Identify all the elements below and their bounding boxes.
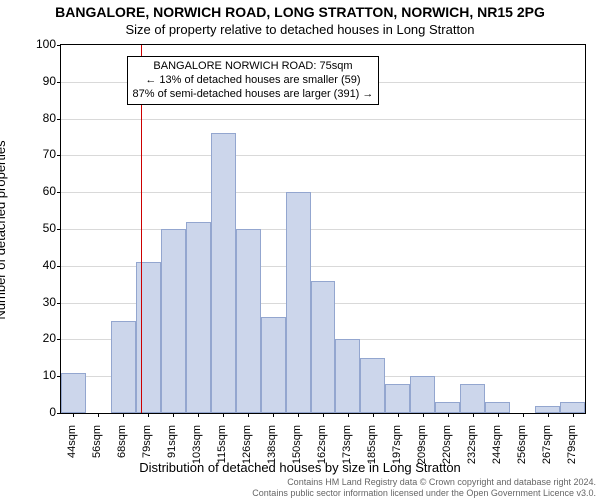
x-tick-label: 79sqm bbox=[141, 425, 153, 485]
y-tick-label: 20 bbox=[6, 331, 56, 345]
x-tick-label: 162sqm bbox=[316, 425, 328, 485]
histogram-bar bbox=[136, 262, 161, 413]
x-tick-mark bbox=[423, 413, 424, 417]
x-tick-mark bbox=[523, 413, 524, 417]
x-tick-mark bbox=[498, 413, 499, 417]
y-tick-mark bbox=[57, 192, 61, 193]
x-tick-label: 173sqm bbox=[341, 425, 353, 485]
y-tick-mark bbox=[57, 155, 61, 156]
histogram-bar bbox=[535, 406, 560, 413]
x-tick-mark bbox=[573, 413, 574, 417]
y-tick-mark bbox=[57, 413, 61, 414]
x-tick-mark bbox=[398, 413, 399, 417]
chart-root: BANGALORE, NORWICH ROAD, LONG STRATTON, … bbox=[0, 0, 600, 500]
x-tick-label: 115sqm bbox=[216, 425, 228, 485]
footer-line-2: Contains public sector information licen… bbox=[0, 488, 596, 498]
y-tick-mark bbox=[57, 303, 61, 304]
marker-annotation: BANGALORE NORWICH ROAD: 75sqm ← 13% of d… bbox=[127, 56, 380, 105]
y-tick-label: 50 bbox=[6, 221, 56, 235]
x-tick-mark bbox=[473, 413, 474, 417]
histogram-bar bbox=[161, 229, 186, 413]
histogram-bar bbox=[360, 358, 385, 413]
histogram-bar bbox=[111, 321, 136, 413]
x-tick-mark bbox=[173, 413, 174, 417]
x-tick-label: 44sqm bbox=[66, 425, 78, 485]
y-tick-label: 30 bbox=[6, 295, 56, 309]
y-tick-label: 90 bbox=[6, 74, 56, 88]
y-tick-mark bbox=[57, 229, 61, 230]
histogram-bar bbox=[236, 229, 261, 413]
x-tick-mark bbox=[348, 413, 349, 417]
histogram-bar bbox=[560, 402, 585, 413]
annotation-line-2: ← 13% of detached houses are smaller (59… bbox=[133, 74, 374, 88]
y-tick-label: 60 bbox=[6, 184, 56, 198]
histogram-bar bbox=[460, 384, 485, 413]
x-tick-mark bbox=[223, 413, 224, 417]
histogram-bar bbox=[186, 222, 211, 413]
y-tick-mark bbox=[57, 45, 61, 46]
x-tick-label: 150sqm bbox=[291, 425, 303, 485]
x-tick-mark bbox=[198, 413, 199, 417]
x-tick-mark bbox=[98, 413, 99, 417]
x-tick-label: 279sqm bbox=[566, 425, 578, 485]
histogram-bar bbox=[311, 281, 336, 413]
plot-area: BANGALORE NORWICH ROAD: 75sqm ← 13% of d… bbox=[60, 44, 586, 414]
y-tick-label: 100 bbox=[6, 37, 56, 51]
histogram-bar bbox=[385, 384, 410, 413]
histogram-bar bbox=[410, 376, 435, 413]
histogram-bar bbox=[286, 192, 311, 413]
x-tick-label: 220sqm bbox=[441, 425, 453, 485]
x-tick-mark bbox=[323, 413, 324, 417]
y-tick-mark bbox=[57, 339, 61, 340]
gridline bbox=[61, 192, 585, 193]
x-tick-label: 197sqm bbox=[391, 425, 403, 485]
x-tick-mark bbox=[273, 413, 274, 417]
x-tick-label: 232sqm bbox=[466, 425, 478, 485]
x-tick-label: 56sqm bbox=[91, 425, 103, 485]
x-tick-mark bbox=[248, 413, 249, 417]
x-tick-mark bbox=[298, 413, 299, 417]
x-tick-mark bbox=[448, 413, 449, 417]
y-tick-label: 0 bbox=[6, 405, 56, 419]
chart-title-main: BANGALORE, NORWICH ROAD, LONG STRATTON, … bbox=[0, 4, 600, 20]
x-tick-label: 256sqm bbox=[516, 425, 528, 485]
histogram-bar bbox=[335, 339, 360, 413]
x-tick-mark bbox=[73, 413, 74, 417]
chart-title-sub: Size of property relative to detached ho… bbox=[0, 22, 600, 37]
x-tick-label: 185sqm bbox=[366, 425, 378, 485]
y-tick-label: 10 bbox=[6, 368, 56, 382]
x-tick-label: 103sqm bbox=[191, 425, 203, 485]
gridline bbox=[61, 229, 585, 230]
x-tick-mark bbox=[548, 413, 549, 417]
y-tick-mark bbox=[57, 119, 61, 120]
x-tick-mark bbox=[148, 413, 149, 417]
x-tick-mark bbox=[123, 413, 124, 417]
x-tick-label: 68sqm bbox=[116, 425, 128, 485]
y-tick-label: 40 bbox=[6, 258, 56, 272]
gridline bbox=[61, 155, 585, 156]
histogram-bar bbox=[485, 402, 510, 413]
x-tick-label: 209sqm bbox=[416, 425, 428, 485]
annotation-line-1: BANGALORE NORWICH ROAD: 75sqm bbox=[133, 60, 374, 74]
x-tick-label: 244sqm bbox=[491, 425, 503, 485]
y-tick-mark bbox=[57, 82, 61, 83]
x-tick-label: 267sqm bbox=[541, 425, 553, 485]
histogram-bar bbox=[211, 133, 236, 413]
x-tick-label: 126sqm bbox=[241, 425, 253, 485]
x-tick-label: 91sqm bbox=[166, 425, 178, 485]
x-tick-mark bbox=[373, 413, 374, 417]
histogram-bar bbox=[435, 402, 460, 413]
histogram-bar bbox=[61, 373, 86, 413]
histogram-bar bbox=[261, 317, 286, 413]
x-tick-label: 138sqm bbox=[266, 425, 278, 485]
gridline bbox=[61, 119, 585, 120]
y-tick-label: 70 bbox=[6, 147, 56, 161]
annotation-line-3: 87% of semi-detached houses are larger (… bbox=[133, 88, 374, 102]
y-tick-mark bbox=[57, 266, 61, 267]
y-tick-label: 80 bbox=[6, 111, 56, 125]
